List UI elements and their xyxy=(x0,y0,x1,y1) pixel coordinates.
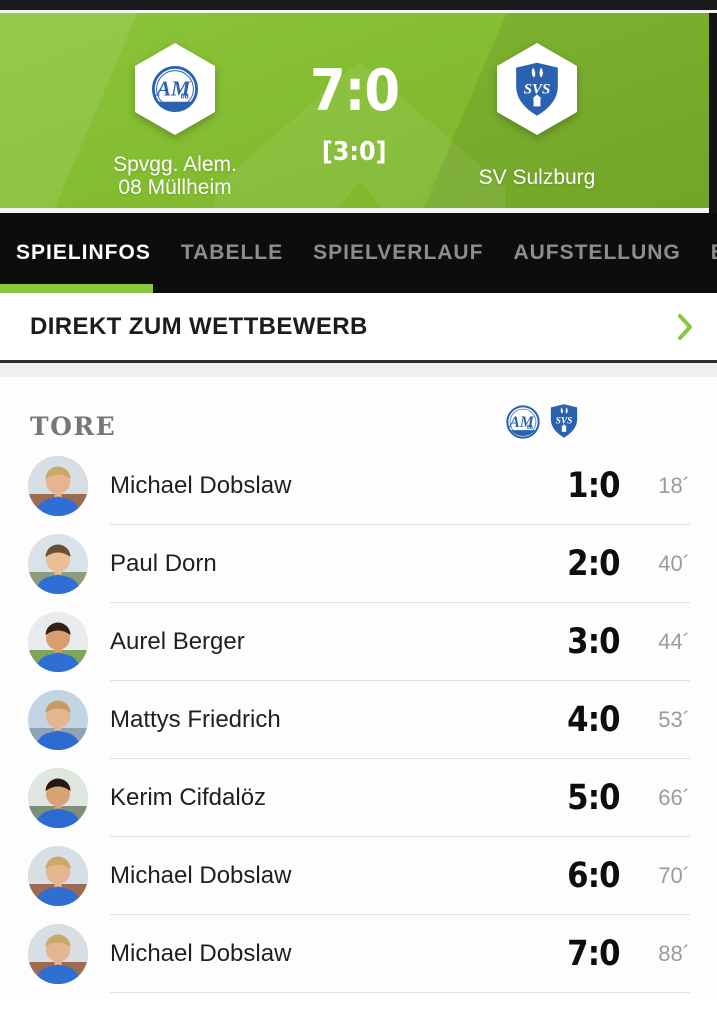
goal-minute: 44´ xyxy=(658,628,690,654)
tab-spielverlauf[interactable]: SPIELVERLAUF xyxy=(313,241,484,264)
svg-text:08: 08 xyxy=(527,425,533,431)
goal-score: 6:0 xyxy=(567,855,620,896)
goal-row[interactable]: Mattys Friedrich 4:0 53´ xyxy=(0,681,717,759)
goal-minute: 70´ xyxy=(658,862,690,888)
player-name: Aurel Berger xyxy=(110,627,245,655)
goal-score: 2:0 xyxy=(567,543,620,584)
goal-score: 3:0 xyxy=(567,621,620,662)
goal-minute: 18´ xyxy=(658,472,690,498)
away-team-logo-icon[interactable]: SVS xyxy=(497,43,577,135)
competition-link-row[interactable]: DIREKT ZUM WETTBEWERB xyxy=(0,293,717,363)
player-name: Kerim Cifdalöz xyxy=(110,783,267,811)
goal-score: 4:0 xyxy=(567,699,620,740)
competition-link-label: DIREKT ZUM WETTBEWERB xyxy=(30,312,368,340)
header-top-separator xyxy=(0,10,717,13)
tab-aufstellung[interactable]: AUFSTELLUNG xyxy=(513,241,681,264)
player-avatar[interactable] xyxy=(28,612,88,672)
tab-spielinfos[interactable]: SPIELINFOS xyxy=(16,241,151,264)
away-logo-text: SVS xyxy=(524,81,550,97)
away-team-name: SV Sulzburg xyxy=(478,166,596,189)
goal-row[interactable]: Michael Dobslaw 1:0 18´ xyxy=(0,447,717,525)
goal-score: 7:0 xyxy=(567,933,620,974)
goals-list: Michael Dobslaw 1:0 18´ Paul Dorn 2:0 40… xyxy=(0,447,717,993)
player-name: Mattys Friedrich xyxy=(110,705,281,733)
home-logo-year: 08 xyxy=(181,92,189,101)
player-name: Michael Dobslaw xyxy=(110,861,292,889)
tab-tabelle[interactable]: TABELLE xyxy=(180,241,284,264)
goal-row[interactable]: Paul Dorn 2:0 40´ xyxy=(0,525,717,603)
goal-minute: 88´ xyxy=(658,940,690,966)
tab-bilder[interactable]: BILDER xyxy=(711,241,717,265)
active-tab-underline xyxy=(0,284,153,293)
home-team-logo-icon[interactable]: AM 08 xyxy=(135,43,215,135)
player-avatar[interactable] xyxy=(28,690,88,750)
player-avatar[interactable] xyxy=(28,846,88,906)
goal-score: 1:0 xyxy=(567,465,620,506)
player-avatar[interactable] xyxy=(28,768,88,828)
home-logo-monogram: AM xyxy=(155,76,191,100)
halftime-score: [3:0] xyxy=(322,137,387,167)
goal-score: 5:0 xyxy=(567,777,620,818)
player-name: Michael Dobslaw xyxy=(110,471,292,499)
goal-minute: 66´ xyxy=(658,784,690,810)
goals-section: TORE AM 08 SVS xyxy=(0,377,717,993)
player-name: Paul Dorn xyxy=(110,549,217,577)
goal-minute: 53´ xyxy=(658,706,690,732)
screen-edge-strip xyxy=(709,13,717,213)
goals-title: TORE xyxy=(30,412,117,441)
away-team-mini-logo-icon: SVS xyxy=(550,404,578,438)
svg-text:SVS: SVS xyxy=(556,417,573,427)
player-name: Michael Dobslaw xyxy=(110,939,292,967)
svg-text:AM: AM xyxy=(508,414,534,431)
player-avatar[interactable] xyxy=(28,534,88,594)
goal-minute: 40´ xyxy=(658,550,690,576)
home-team[interactable]: AM 08 Spvgg. Alem. 08 Müllheim xyxy=(90,43,260,199)
section-gap xyxy=(0,363,717,377)
home-team-mini-logo-icon: AM 08 xyxy=(506,405,540,439)
tab-bar: SPIELINFOS TABELLE SPIELVERLAUF AUFSTELL… xyxy=(0,213,717,293)
goals-header: TORE AM 08 SVS xyxy=(0,377,717,447)
goal-row[interactable]: Kerim Cifdalöz 5:0 66´ xyxy=(0,759,717,837)
player-avatar[interactable] xyxy=(28,456,88,516)
match-score: 7:0 xyxy=(309,58,400,124)
status-bar xyxy=(0,0,717,10)
home-team-name: Spvgg. Alem. 08 Müllheim xyxy=(113,153,237,199)
match-header: AM 08 Spvgg. Alem. 08 Müllheim 7:0 [3:0] xyxy=(0,13,717,213)
goal-row[interactable]: Michael Dobslaw 7:0 88´ xyxy=(0,915,717,993)
score-block: 7:0 [3:0] xyxy=(0,58,709,168)
header-bottom-separator xyxy=(0,208,717,213)
goal-row[interactable]: Aurel Berger 3:0 44´ xyxy=(0,603,717,681)
goals-column-logos: AM 08 SVS xyxy=(506,403,580,439)
chevron-right-icon xyxy=(677,313,693,341)
player-avatar[interactable] xyxy=(28,924,88,984)
goal-row[interactable]: Michael Dobslaw 6:0 70´ xyxy=(0,837,717,915)
away-team[interactable]: SVS SV Sulzburg xyxy=(452,43,622,189)
